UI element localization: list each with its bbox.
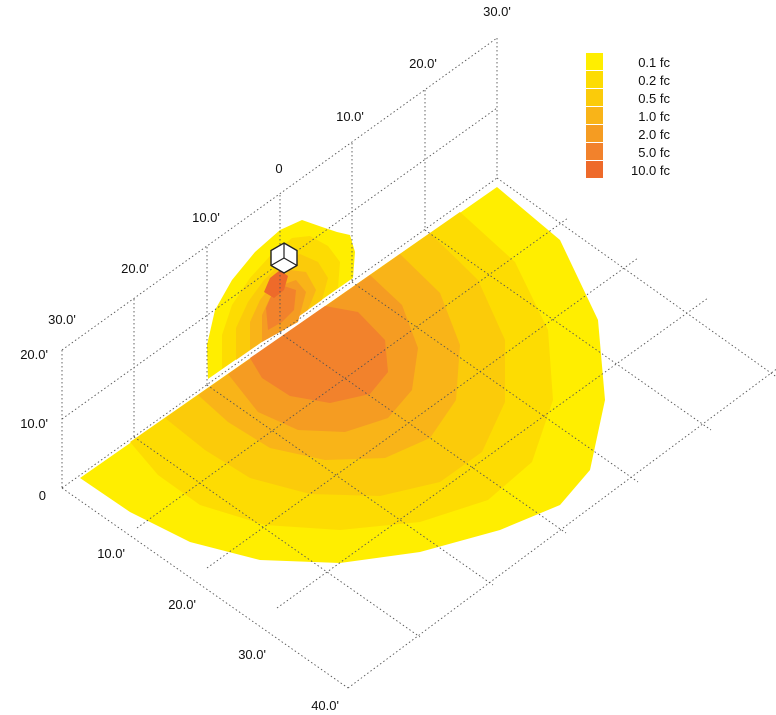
legend-label: 0.1 fc [638,55,670,70]
wall-contour-10.0 [264,270,288,298]
legend-swatch [586,89,603,106]
legend-item: 1.0 fc [586,107,670,124]
luminaire-cube-icon [270,242,298,274]
legend-item: 0.1 fc [586,53,670,70]
legend: 0.1 fc 0.2 fc 0.5 fc 1.0 fc 2.0 fc 5.0 f… [586,53,670,178]
legend-item: 5.0 fc [586,143,670,160]
legend-item: 0.5 fc [586,89,670,106]
legend-swatch [586,107,603,124]
legend-label: 10.0 fc [631,163,671,178]
back-wall-top-label-1: 10.0' [336,109,364,124]
floor-grid [61,37,776,689]
floor-depth-label-40: 40.0' [311,698,339,713]
legend-swatch [586,125,603,142]
height-label-0: 0 [39,488,46,503]
legend-item: 0.2 fc [586,71,670,88]
legend-label: 5.0 fc [638,145,670,160]
back-wall-top-label-3: 30.0' [483,4,511,19]
back-wall-left-label-3: 30.0' [48,312,76,327]
height-label-20: 20.0' [20,347,48,362]
legend-item: 10.0 fc [586,161,670,178]
height-label-10: 10.0' [20,416,48,431]
legend-swatch [586,143,603,160]
legend-item: 2.0 fc [586,125,670,142]
back-wall-left-label-1: 10.0' [192,210,220,225]
back-wall-top-label-0: 0 [275,161,282,176]
legend-label: 0.2 fc [638,73,670,88]
legend-swatch [586,71,603,88]
floor-depth-label-20: 20.0' [168,597,196,612]
legend-label: 1.0 fc [638,109,670,124]
legend-label: 2.0 fc [638,127,670,142]
floor-depth-label-10: 10.0' [97,546,125,561]
axis-labels: 0 10.0' 20.0' 30.0' 10.0' 20.0' 30.0' 0 … [20,4,511,713]
legend-swatch [586,161,603,178]
legend-label: 0.5 fc [638,91,670,106]
floor-contour-5.0 [250,306,388,403]
illuminance-contours [80,187,605,563]
floor-depth-label-30: 30.0' [238,647,266,662]
legend-swatch [586,53,603,70]
back-wall-left-label-2: 20.0' [121,261,149,276]
back-wall-top-label-2: 20.0' [409,56,437,71]
